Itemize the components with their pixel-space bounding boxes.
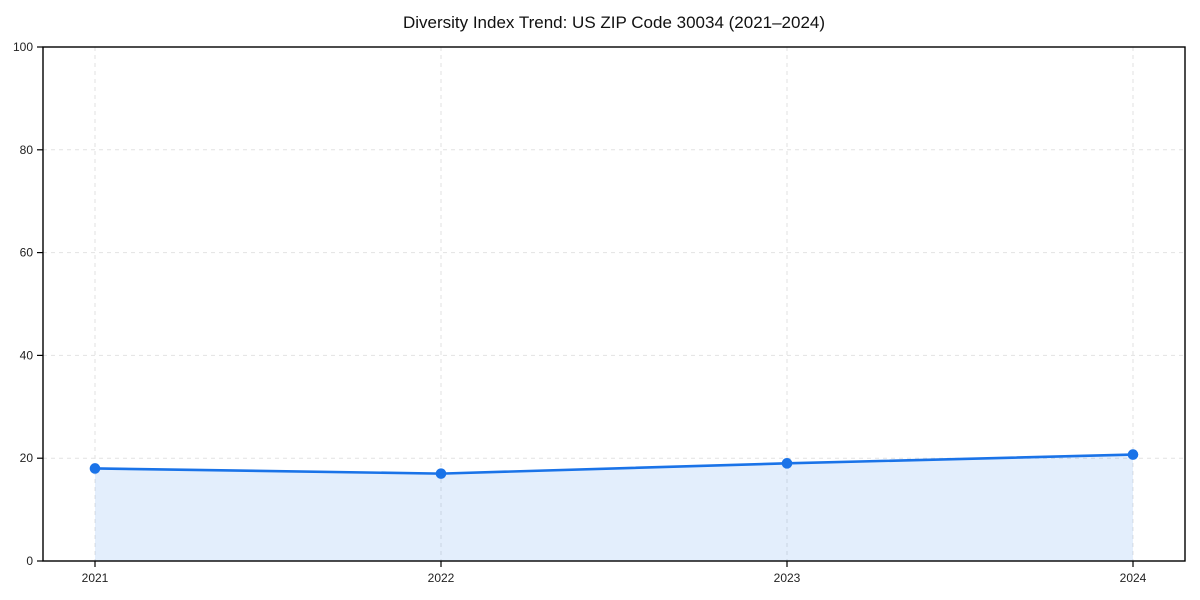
y-tick-label: 60: [20, 246, 34, 260]
x-tick-label: 2021: [82, 571, 109, 585]
y-tick-label: 100: [13, 40, 33, 54]
y-tick-label: 80: [20, 143, 34, 157]
data-point-2021: [89, 463, 101, 474]
x-tick-label: 2022: [428, 571, 455, 585]
plot-border: [42, 46, 1186, 562]
chart-title: Diversity Index Trend: US ZIP Code 30034…: [402, 13, 826, 32]
area-fill: [95, 454, 1133, 561]
x-tick-label: 2023: [774, 571, 801, 585]
data-point-2022: [435, 468, 447, 479]
y-tick-label: 40: [20, 348, 34, 362]
y-tick-label: 0: [26, 554, 33, 568]
data-point-2024: [1127, 449, 1139, 460]
trend-line: [93, 453, 1135, 475]
data-point-2023: [781, 458, 793, 469]
x-tick-label: 2024: [1120, 571, 1147, 585]
y-tick-label: 20: [20, 451, 34, 465]
